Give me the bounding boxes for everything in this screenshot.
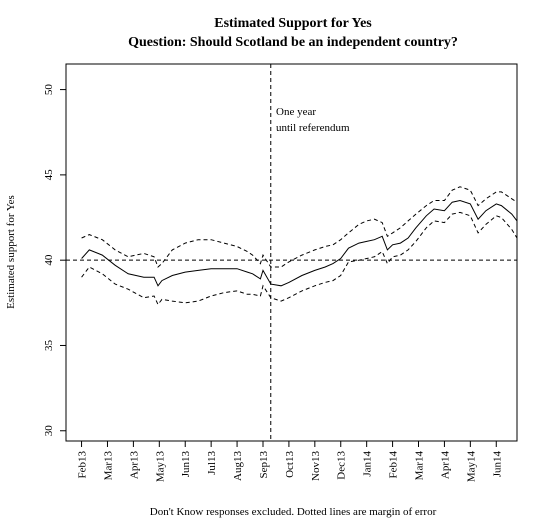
x-tick-label-Mar13: Mar13 [102,451,114,481]
x-tick-label-Jun14: Jun14 [491,451,503,478]
chart-title: Estimated Support for Yes [214,16,372,31]
x-tick-label-May13: May13 [154,451,166,483]
x-tick-label-Sep13: Sep13 [258,451,270,479]
y-tick-label-50: 50 [43,84,55,96]
x-tick-label-Dec13: Dec13 [336,451,348,480]
reference-lines [66,64,517,441]
series-line-upper-margin-of-error [81,186,518,268]
y-tick-label-40: 40 [43,254,55,266]
x-tick-label-May14: May14 [465,451,477,483]
x-tick-label-Nov13: Nov13 [310,451,322,481]
x-tick-label-Feb14: Feb14 [388,451,400,479]
y-tick-label-35: 35 [43,339,55,351]
x-axis: Feb13 Mar13 Apr13 May13 Jun13 Jul13 Aug13 Sep13… [77,441,503,483]
annotation-line-1: One year [276,106,316,118]
x-tick-label-Mar14: Mar14 [414,451,426,481]
x-tick-label-Oct13: Oct13 [284,451,296,478]
x-tick-label-Jun13: Jun13 [180,451,192,478]
x-tick-label-Aug13: Aug13 [232,451,244,481]
y-axis-label: Estimated support for Yes [5,195,17,309]
x-axis-label: Don't Know responses excluded. Dotted li… [150,506,437,518]
x-tick-label-Jan14: Jan14 [362,451,374,477]
chart-subtitle: Question: Should Scotland be an independ… [128,35,458,50]
x-tick-label-Feb13: Feb13 [77,451,89,479]
x-tick-label-Jul13: Jul13 [206,451,218,475]
x-tick-label-Apr14: Apr14 [439,451,451,480]
plot-frame [65,63,518,442]
annotation-line-2: until referendum [276,122,350,134]
series-line-estimate [81,199,518,287]
y-tick-label-30: 30 [43,425,55,437]
x-tick-label-Apr13: Apr13 [128,451,140,480]
series-line-lower-margin-of-error [81,211,518,306]
y-axis: 30 35 40 45 50 [43,84,66,437]
series-layer [81,186,518,306]
y-tick-label-45: 45 [43,169,55,181]
